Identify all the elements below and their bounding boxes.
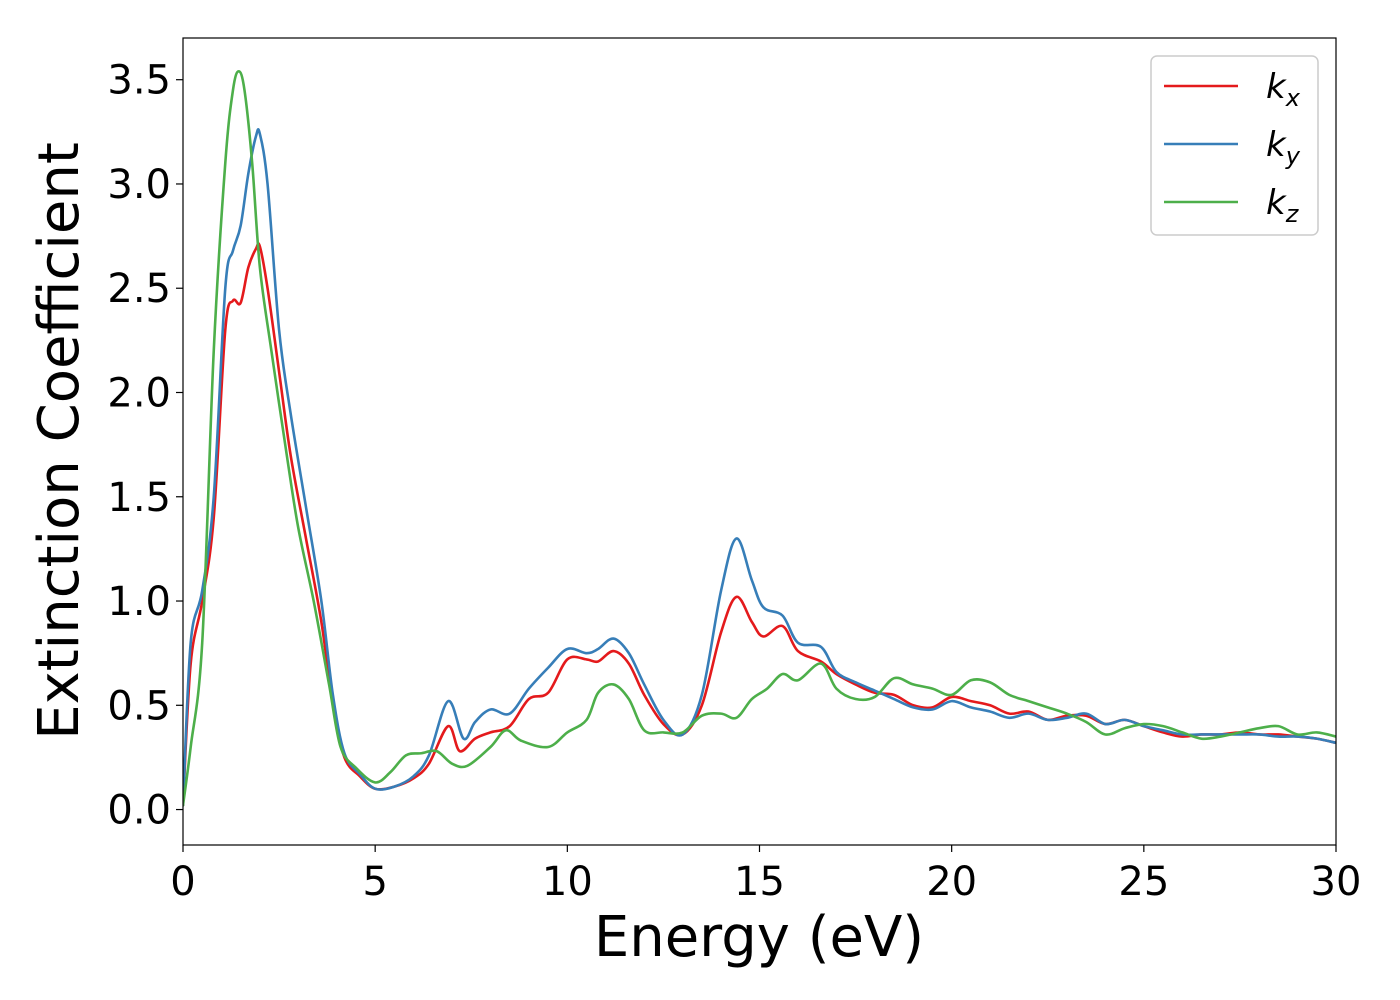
- y-axis-title: Extinction Coefficient: [27, 142, 92, 740]
- series-line-y: [183, 128, 1336, 807]
- x-tick-label: 10: [542, 859, 593, 905]
- x-tick-label: 0: [170, 859, 195, 905]
- legend-label-x: kx: [1266, 67, 1301, 112]
- y-tick-label: 1.5: [107, 475, 171, 521]
- legend-label-y: ky: [1266, 125, 1301, 170]
- x-axis-title: Energy (eV): [594, 905, 924, 970]
- legend-label-subscript: x: [1285, 84, 1301, 112]
- x-tick-label: 15: [734, 859, 785, 905]
- x-axis-ticks: 0 5 10 15 20 25 30: [170, 845, 1361, 905]
- x-tick-label: 25: [1118, 859, 1169, 905]
- y-tick-label: 0.5: [107, 683, 171, 729]
- x-tick-label: 5: [362, 859, 387, 905]
- legend-label-z: kz: [1266, 183, 1300, 228]
- x-tick-label: 30: [1311, 859, 1362, 905]
- y-tick-label: 2.5: [107, 266, 171, 312]
- y-tick-label: 1.0: [107, 579, 171, 625]
- legend-label-subscript: z: [1285, 200, 1300, 228]
- y-tick-label: 3.5: [107, 58, 171, 104]
- series-line-z: [183, 70, 1336, 807]
- x-tick-label: 20: [926, 859, 977, 905]
- y-tick-label: 3.0: [107, 162, 171, 208]
- legend-box: [1150, 55, 1319, 236]
- legend-label-base: k: [1266, 67, 1287, 107]
- y-tick-label: 2.0: [107, 370, 171, 416]
- legend-label-base: k: [1266, 183, 1287, 223]
- legend-label-base: k: [1266, 125, 1287, 165]
- series-lines: [183, 70, 1336, 807]
- y-axis-ticks: 0.0 0.5 1.0 1.5 2.0 2.5 3.0 3.5: [107, 58, 183, 834]
- y-tick-label: 0.0: [107, 788, 171, 834]
- legend-label-subscript: y: [1285, 142, 1301, 170]
